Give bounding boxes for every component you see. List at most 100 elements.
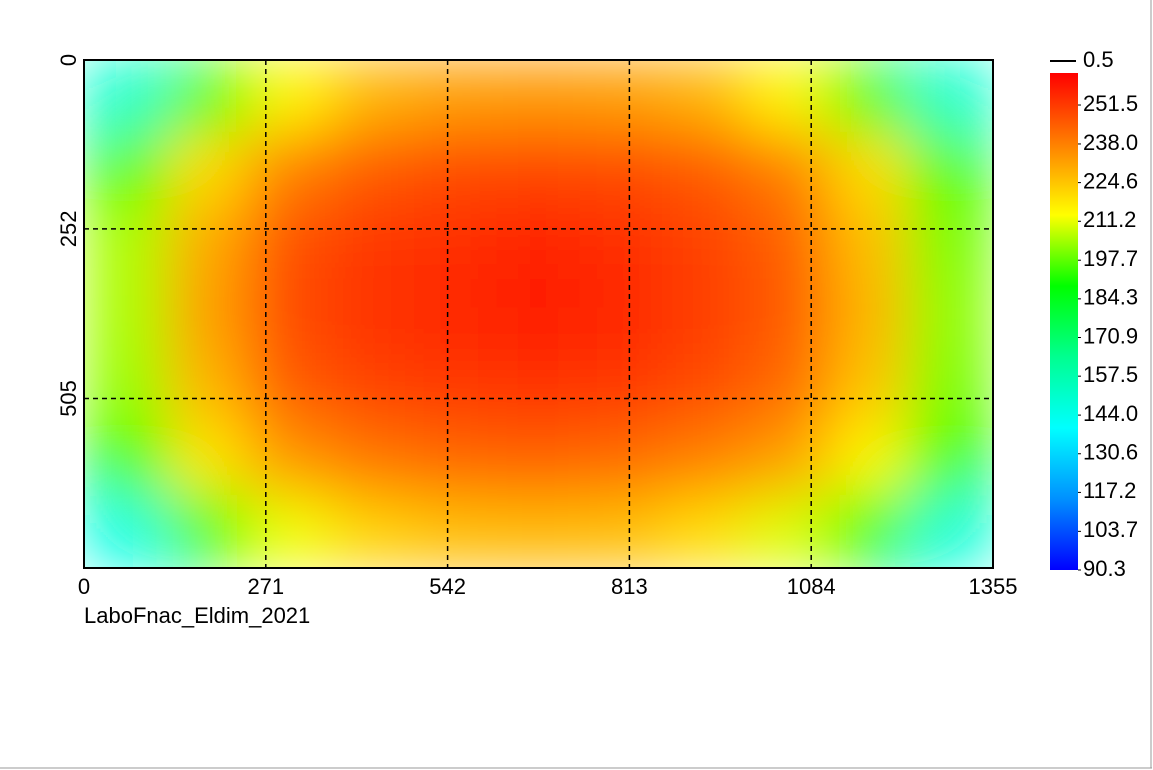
heat-cell: [84, 494, 168, 568]
heat-cell: [166, 277, 250, 351]
colorbar-tick-label: 90.3: [1083, 556, 1126, 581]
heat-cell: [166, 422, 250, 496]
heat-cell: [909, 204, 993, 279]
colorbar-tick-label: 251.5: [1083, 91, 1138, 116]
heat-cell: [331, 132, 416, 206]
heat-cell: [248, 60, 333, 134]
heat-cell: [579, 349, 663, 424]
heat-cell: [827, 494, 911, 568]
x-tick-label: 271: [247, 574, 284, 599]
heat-cell: [414, 132, 498, 206]
heat-cell: [84, 60, 168, 134]
colorbar-tick-label: 130.6: [1083, 440, 1138, 465]
x-tick-label: 1084: [787, 574, 836, 599]
heat-cell: [248, 132, 333, 206]
heat-cell: [827, 349, 911, 424]
heat-cell: [661, 494, 746, 568]
heat-cell: [661, 422, 746, 496]
colorbar-tick-label: 238.0: [1083, 130, 1138, 155]
heatmap-cells: [84, 60, 993, 568]
heat-cell: [744, 494, 829, 568]
heat-cell: [744, 204, 829, 279]
x-tick-label: 1355: [969, 574, 1018, 599]
heat-cell: [579, 277, 663, 351]
y-tick-label: 0: [56, 54, 81, 66]
heat-cell: [579, 132, 663, 206]
heat-cell: [414, 349, 498, 424]
heat-cell: [166, 204, 250, 279]
heat-cell: [414, 494, 498, 568]
colorbar-tick-label: 157.5: [1083, 362, 1138, 387]
heat-cell: [166, 132, 250, 206]
heat-cell: [496, 349, 581, 424]
heat-cell: [661, 204, 746, 279]
heat-cell: [248, 422, 333, 496]
heat-cell: [496, 204, 581, 279]
heat-cell: [84, 132, 168, 206]
y-tick-label: 252: [56, 211, 81, 248]
marker-label: 0.5: [1083, 47, 1114, 72]
colorbar-tick-label: 224.6: [1083, 168, 1138, 193]
x-tick-label: 813: [611, 574, 648, 599]
heat-cell: [496, 422, 581, 496]
heat-cell: [744, 277, 829, 351]
colorbar-tick-label: 211.2: [1083, 207, 1136, 232]
heat-cell: [84, 204, 168, 279]
heat-cell: [414, 277, 498, 351]
heat-cell: [827, 132, 911, 206]
colorbar: [1050, 73, 1078, 570]
heat-cell: [827, 277, 911, 351]
x-tick-label: 0: [78, 574, 90, 599]
x-tick-label: 542: [429, 574, 466, 599]
heat-cell: [661, 277, 746, 351]
y-tick-label: 505: [56, 380, 81, 417]
heat-cell: [496, 60, 581, 134]
heat-cell: [827, 422, 911, 496]
heat-cell: [661, 349, 746, 424]
heat-cell: [661, 132, 746, 206]
heat-cell: [331, 204, 416, 279]
heat-cell: [331, 60, 416, 134]
heat-cell: [248, 204, 333, 279]
heat-cell: [496, 277, 581, 351]
heat-cell: [331, 422, 416, 496]
heat-cell: [579, 494, 663, 568]
heat-cell: [909, 60, 993, 134]
heat-cell: [579, 204, 663, 279]
heat-cell: [744, 60, 829, 134]
heat-cell: [661, 60, 746, 134]
heat-cell: [331, 277, 416, 351]
colorbar-tick-label: 197.7: [1083, 246, 1138, 271]
heat-cell: [909, 494, 993, 568]
subtitle: LaboFnac_Eldim_2021: [84, 603, 310, 628]
heat-cell: [744, 422, 829, 496]
heat-cell: [827, 60, 911, 134]
heat-cell: [331, 349, 416, 424]
heat-cell: [414, 204, 498, 279]
heat-cell: [331, 494, 416, 568]
heat-cell: [248, 277, 333, 351]
heat-cell: [496, 132, 581, 206]
heat-cell: [827, 204, 911, 279]
colorbar-tick-label: 170.9: [1083, 323, 1138, 348]
heat-cell: [248, 494, 333, 568]
heat-cell: [909, 277, 993, 351]
colorbar-tick-label: 117.2: [1083, 478, 1136, 503]
heat-cell: [909, 422, 993, 496]
heat-cell: [166, 60, 250, 134]
heat-cell: [579, 60, 663, 134]
plot-frame: [83, 59, 994, 569]
heat-cell: [166, 349, 250, 424]
heat-cell: [909, 132, 993, 206]
heat-cell: [579, 422, 663, 496]
heat-cell: [909, 349, 993, 424]
heat-cell: [496, 494, 581, 568]
heat-cell: [744, 132, 829, 206]
heat-cell: [744, 349, 829, 424]
heat-cell: [414, 422, 498, 496]
heat-cell: [84, 349, 168, 424]
heat-cell: [166, 494, 250, 568]
heat-cell: [414, 60, 498, 134]
